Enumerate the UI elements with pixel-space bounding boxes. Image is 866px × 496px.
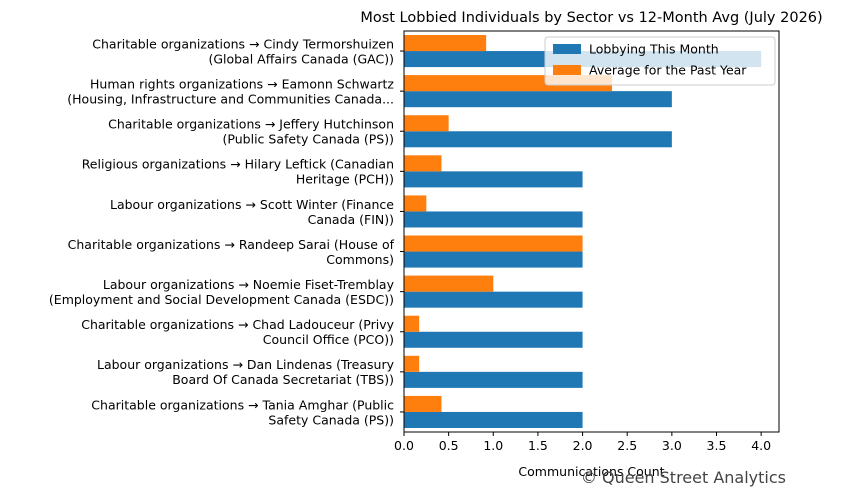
y-tick-label-3: Religious organizations → Hilary Leftick… bbox=[82, 157, 394, 187]
x-axis: 0.0 0.5 1.0 1.5 2.0 2.5 3.0 3.5 4.0 bbox=[394, 432, 771, 453]
legend-label-1: Average for the Past Year bbox=[589, 63, 747, 78]
bar-this-month-6 bbox=[404, 291, 583, 308]
x-tick-label-5: 2.5 bbox=[617, 438, 637, 453]
x-tick-label-8: 4.0 bbox=[751, 438, 771, 453]
x-tick-label-0: 0.0 bbox=[394, 438, 414, 453]
bar-average-7 bbox=[404, 315, 420, 332]
legend-swatch-0 bbox=[553, 44, 581, 54]
plot-frame bbox=[403, 30, 780, 433]
watermark: © Queen Street Analytics bbox=[581, 468, 786, 487]
bar-average-4 bbox=[404, 195, 427, 212]
bar-average-0 bbox=[404, 35, 487, 52]
bar-this-month-8 bbox=[404, 371, 583, 388]
y-tick-label-2: Charitable organizations → Jeffery Hutch… bbox=[108, 117, 394, 147]
bar-average-6 bbox=[404, 275, 494, 292]
bars-group bbox=[404, 35, 762, 428]
y-tick-label-8: Labour organizations → Dan Lindenas (Tre… bbox=[97, 357, 395, 387]
x-tick-label-7: 3.5 bbox=[707, 438, 727, 453]
legend-swatch-1 bbox=[553, 65, 581, 75]
bar-average-3 bbox=[404, 155, 442, 172]
bar-average-8 bbox=[404, 355, 420, 372]
bar-this-month-4 bbox=[404, 211, 583, 228]
x-tick-label-2: 1.0 bbox=[483, 438, 503, 453]
bar-this-month-7 bbox=[404, 331, 583, 348]
y-tick-label-4: Labour organizations → Scott Winter (Fin… bbox=[110, 197, 394, 227]
y-tick-label-5: Charitable organizations → Randeep Sarai… bbox=[68, 237, 395, 267]
bar-average-2 bbox=[404, 115, 449, 132]
y-tick-label-9: Charitable organizations → Tania Amghar … bbox=[91, 397, 394, 427]
x-tick-label-6: 3.0 bbox=[662, 438, 682, 453]
bar-this-month-3 bbox=[404, 171, 583, 188]
bar-average-5 bbox=[404, 235, 583, 252]
y-tick-label-6: Labour organizations → Noemie Fiset-Trem… bbox=[49, 277, 395, 307]
x-tick-label-4: 2.0 bbox=[573, 438, 593, 453]
bar-this-month-9 bbox=[404, 411, 583, 428]
x-tick-label-1: 0.5 bbox=[439, 438, 459, 453]
y-tick-label-7: Charitable organizations → Chad Ladouceu… bbox=[81, 317, 394, 347]
bar-average-9 bbox=[404, 395, 442, 412]
x-axis-label: Communications Count bbox=[518, 464, 664, 479]
chart-title: Most Lobbied Individuals by Sector vs 12… bbox=[360, 10, 822, 26]
bar-this-month-1 bbox=[404, 91, 672, 108]
legend-label-0: Lobbying This Month bbox=[589, 42, 719, 57]
legend: Lobbying This Month Average for the Past … bbox=[544, 36, 776, 86]
bar-this-month-5 bbox=[404, 251, 583, 268]
y-tick-label-0: Charitable organizations → Cindy Termors… bbox=[92, 36, 394, 66]
y-tick-label-1: Human rights organizations → Eamonn Schw… bbox=[67, 77, 394, 107]
legend-box bbox=[544, 36, 776, 86]
y-axis: Charitable organizations → Cindy Termors… bbox=[49, 36, 404, 427]
x-tick-label-3: 1.5 bbox=[528, 438, 548, 453]
bar-this-month-2 bbox=[404, 131, 672, 148]
